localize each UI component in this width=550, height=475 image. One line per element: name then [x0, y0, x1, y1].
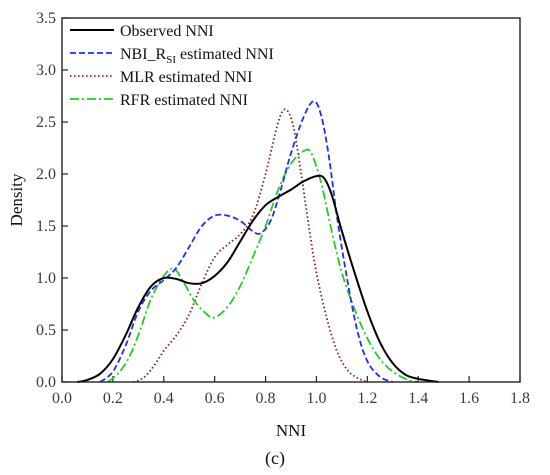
legend-label-2: NBI_RSI estimated NNI: [120, 46, 274, 66]
y-tick-label: 2.0: [36, 166, 56, 183]
series-line-3: [132, 108, 368, 383]
y-tick-label: 3.5: [36, 10, 56, 27]
figure-caption: (c): [265, 448, 285, 469]
series-line-2: [99, 100, 394, 383]
legend-label-1: Observed NNI: [120, 23, 214, 40]
y-axis-title: Density: [7, 173, 26, 226]
y-tick-label: 3.0: [36, 62, 56, 79]
y-tick-label: 0.5: [36, 322, 56, 339]
series-layer: [77, 100, 439, 383]
legend-label-4: RFR estimated NNI: [120, 92, 248, 109]
x-tick-label: 1.4: [408, 390, 428, 407]
plot-frame: [61, 17, 521, 383]
x-tick-label: 0.8: [256, 390, 276, 407]
x-tick-label: 0.2: [103, 390, 123, 407]
x-tick-label: 1.0: [306, 390, 326, 407]
ticks-layer: 0.0 0.2 0.4 0.6 0.8 1.0 1.2 1.4 1.6 1.8 0.0 0.5 1.0 1…: [36, 10, 530, 407]
series-line-1: [77, 174, 439, 383]
x-tick-label: 1.8: [510, 390, 530, 407]
x-tick-label: 0.4: [154, 390, 174, 407]
legend-label-3: MLR estimated NNI: [120, 69, 252, 86]
series-line-4: [107, 148, 419, 383]
x-tick-label: 0.6: [205, 390, 225, 407]
x-axis-title: NNI: [276, 421, 307, 440]
x-tick-label: 0.0: [52, 390, 72, 407]
y-tick-label: 2.5: [36, 114, 56, 131]
y-tick-label: 0.0: [36, 374, 56, 391]
x-tick-label: 1.2: [357, 390, 377, 407]
y-tick-label: 1.0: [36, 270, 56, 287]
x-tick-label: 1.6: [459, 390, 479, 407]
legend: Observed NNI NBI_RSI estimated NNI MLR est…: [70, 23, 274, 109]
y-tick-label: 1.5: [36, 218, 56, 235]
